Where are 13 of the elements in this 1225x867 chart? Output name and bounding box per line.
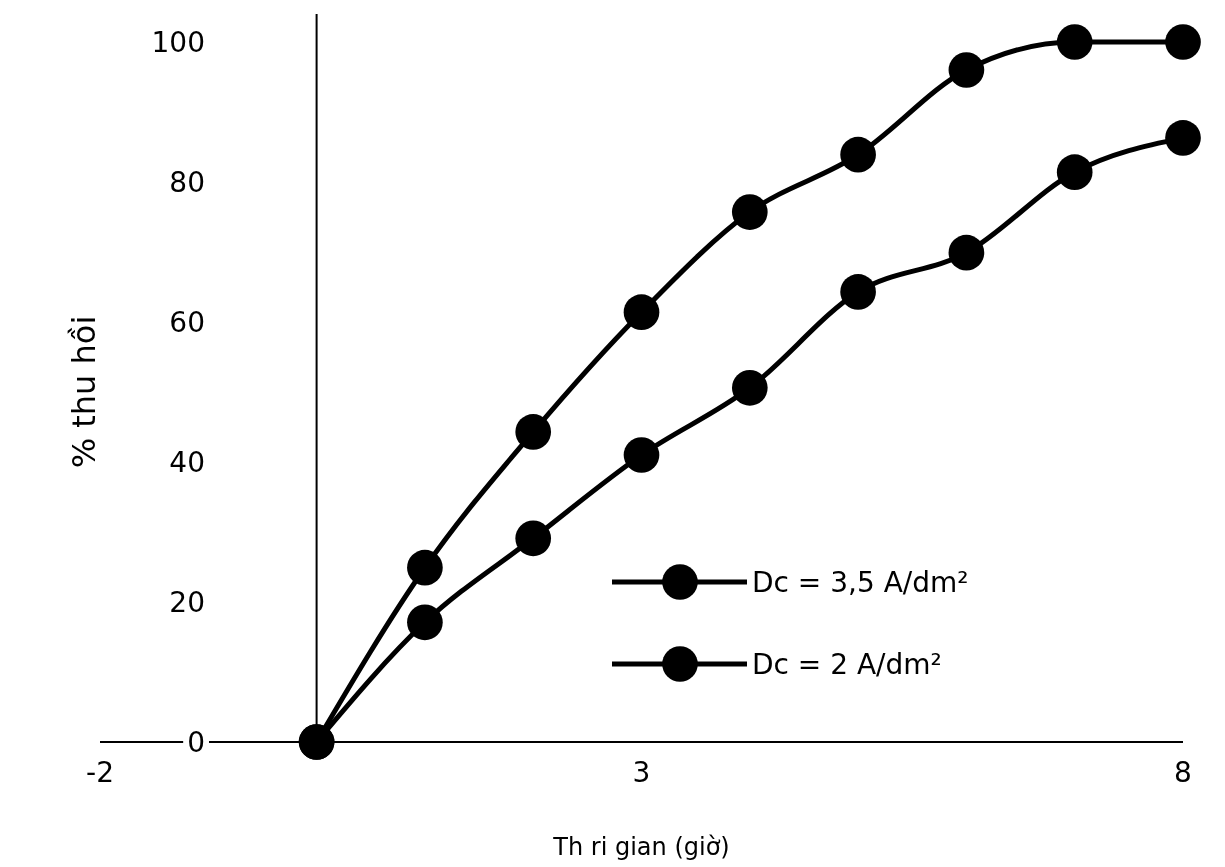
y-axis-title: % thu hồi <box>65 315 103 469</box>
y-tick-label: 40 <box>169 446 205 479</box>
y-tick-label: 80 <box>169 166 205 199</box>
x-tick-label: -2 <box>86 756 114 789</box>
legend-label: Dc = 2 A/dm² <box>752 648 942 681</box>
x-tick-label: 3 <box>632 756 651 789</box>
y-tick-label: 100 <box>151 26 205 59</box>
y-tick-label: 20 <box>169 586 205 619</box>
x-axis-title: Th ri gian (giờ) <box>552 833 730 861</box>
y-tick-label: 60 <box>169 306 205 339</box>
x-tick-label: 8 <box>1174 756 1192 789</box>
legend-label: Dc = 3,5 A/dm² <box>752 566 969 599</box>
y-tick-label: 0 <box>187 726 205 759</box>
